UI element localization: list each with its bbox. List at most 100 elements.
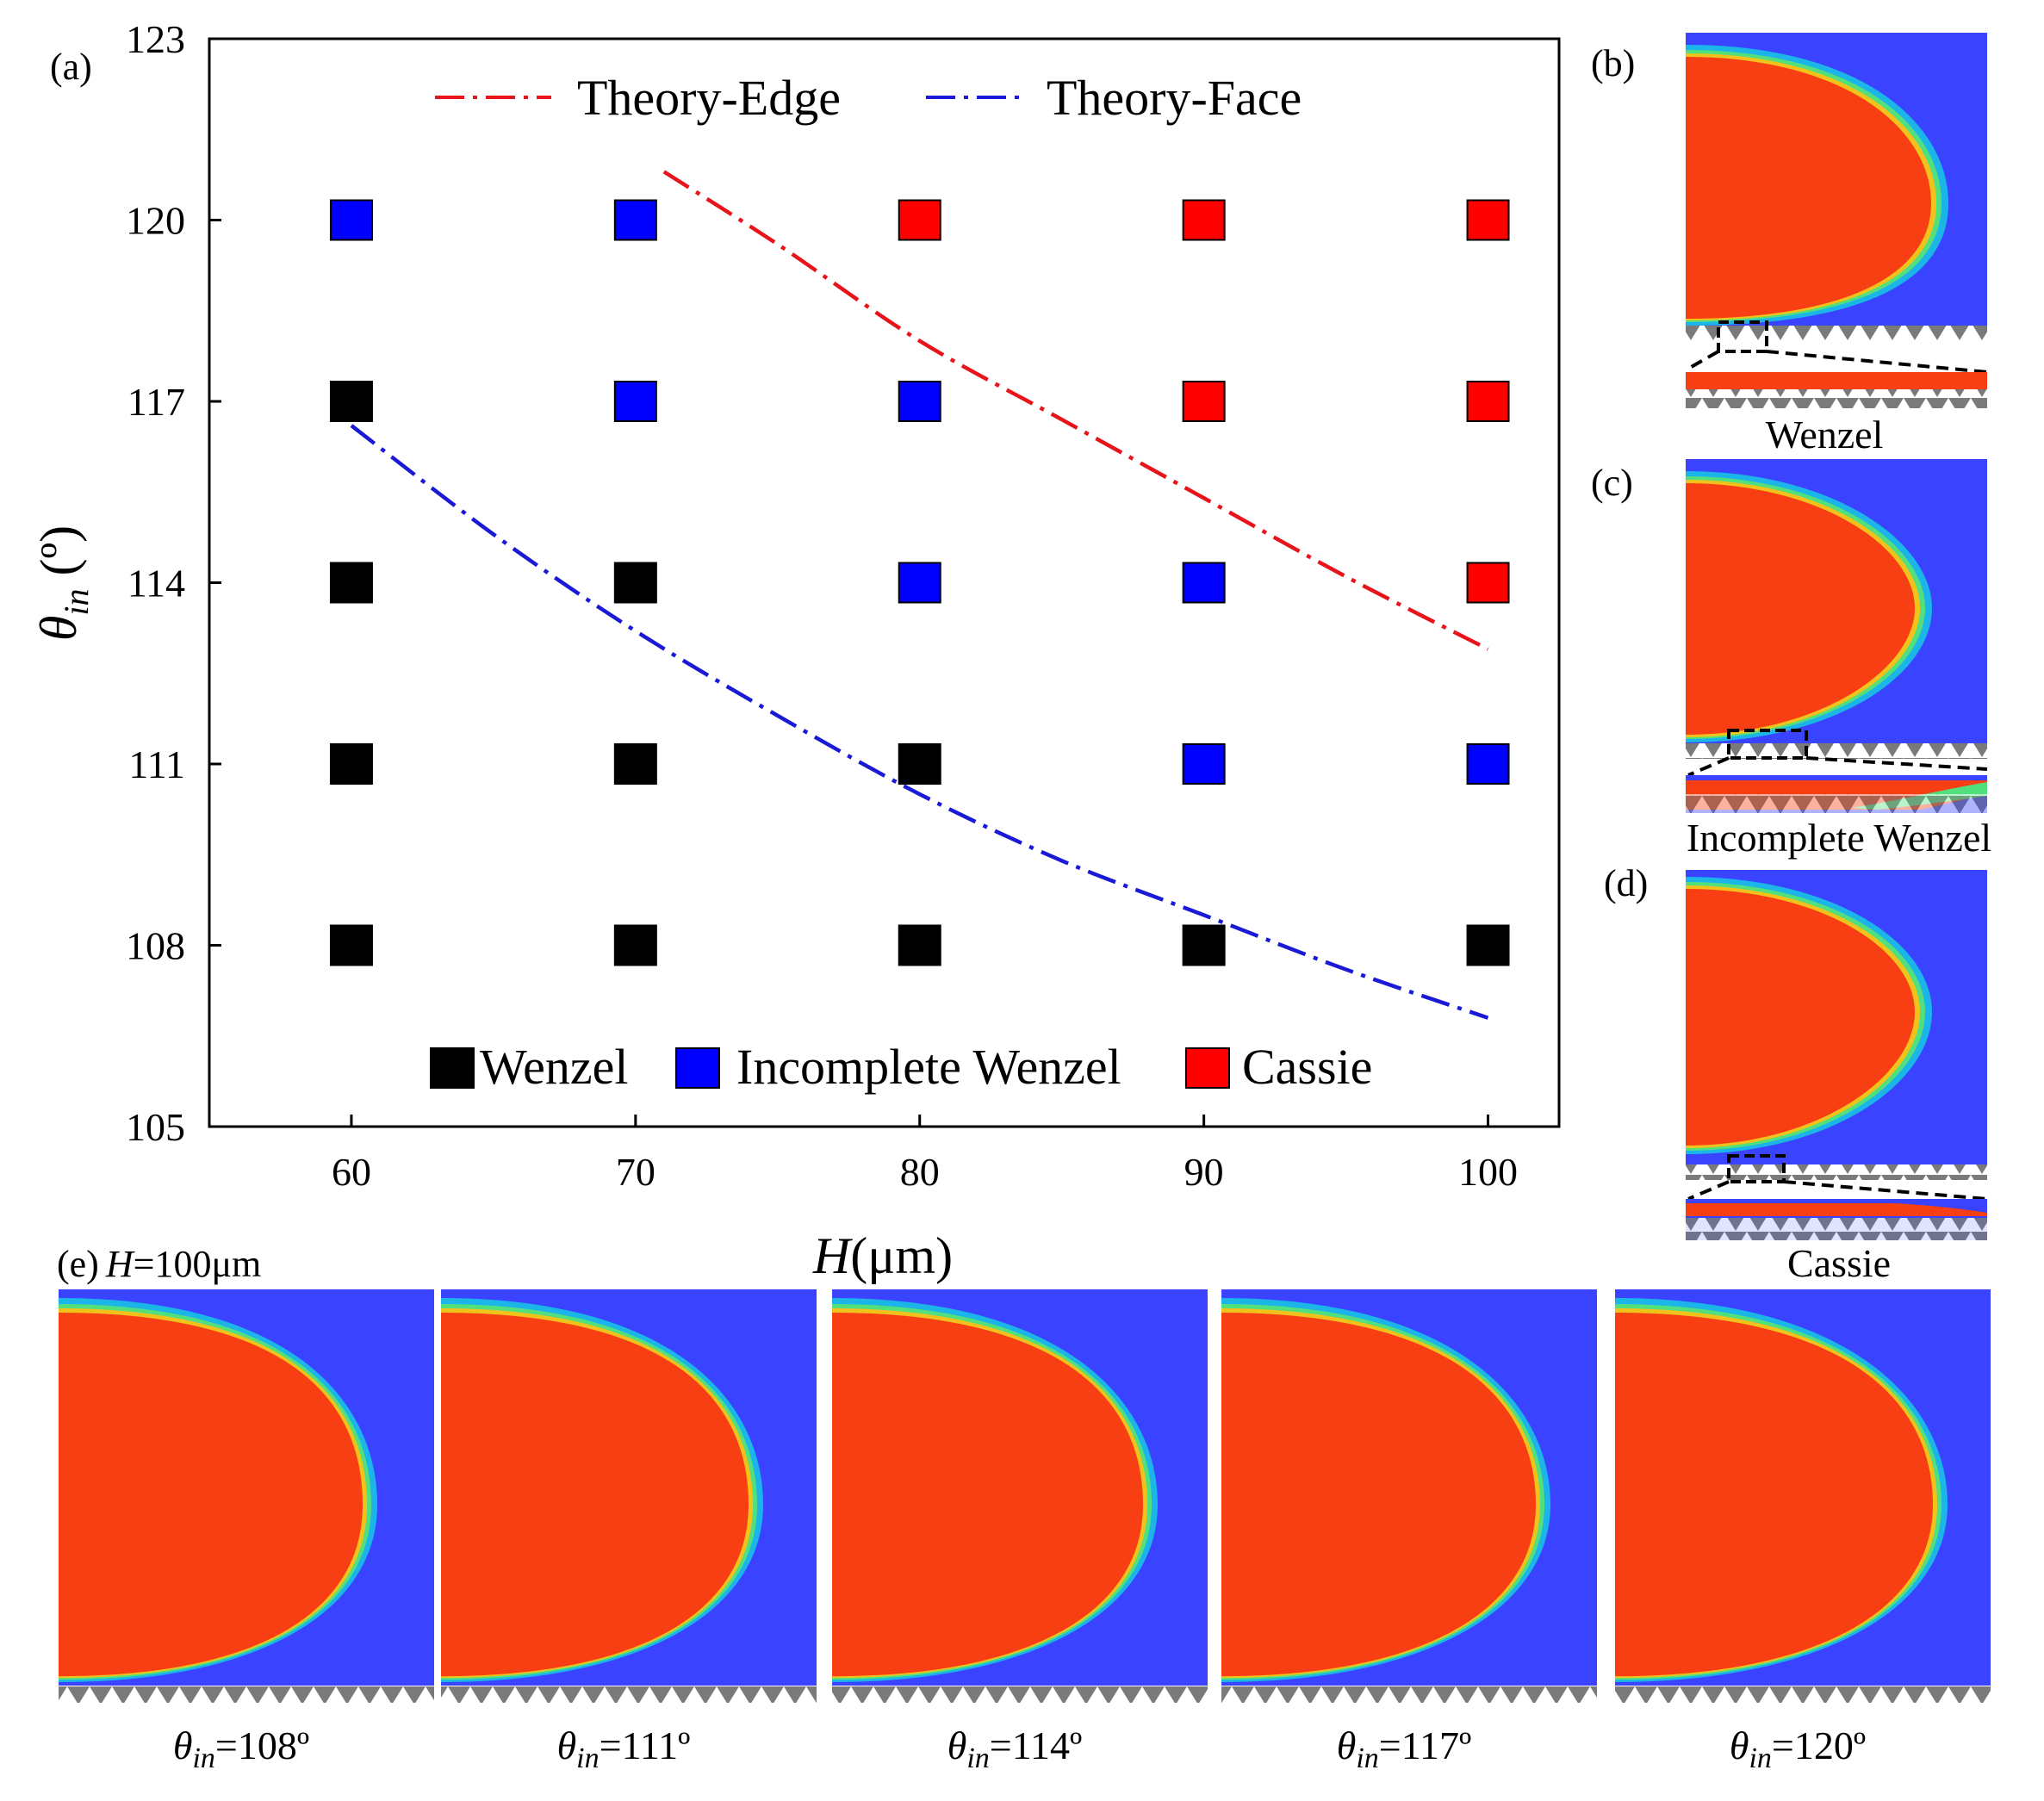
- point-wenzel: [329, 743, 373, 785]
- bottom-panel-e: (e) H=100μm θin=108º θin=111º θin=114º θin=1…: [57, 1243, 1991, 1774]
- y-tick-label: 114: [127, 562, 185, 606]
- zoom-box-d: [1727, 1154, 1786, 1183]
- zoom-substrate-d: [1686, 1218, 1987, 1240]
- frames-e: θin=108º θin=111º θin=114º θin=117º θin=120º: [59, 1289, 1991, 1774]
- point-incomplete-wenzel: [613, 199, 657, 241]
- zoom-liquid-d: [1686, 1203, 1987, 1216]
- point-incomplete-wenzel: [898, 381, 941, 422]
- panel-label-d: (d): [1604, 862, 1648, 904]
- legend-label-cassie: Cassie: [1242, 1039, 1372, 1095]
- zoom-guide-right-c: [1805, 756, 1988, 771]
- droplet-b: [1686, 45, 1948, 326]
- zoom-guide-left-d: [1687, 1180, 1730, 1201]
- data-points: [329, 199, 1510, 966]
- point-cassie: [1182, 381, 1226, 422]
- sim-frame: θin=120º: [1615, 1289, 1991, 1774]
- zoom-guide-right-d: [1783, 1180, 1988, 1201]
- droplet-c: [1686, 471, 1932, 742]
- legend-lines: Theory-Edge Theory-Face: [435, 70, 1302, 126]
- panel-label-a: (a): [50, 46, 92, 88]
- point-cassie: [1466, 562, 1510, 604]
- sim-frame: θin=114º: [832, 1289, 1208, 1774]
- point-cassie: [898, 199, 941, 241]
- y-axis: 105 108 111 114 117 120 123: [126, 17, 221, 1149]
- point-wenzel: [1182, 924, 1226, 966]
- point-incomplete-wenzel: [329, 199, 373, 241]
- y-tick-label: 123: [126, 17, 185, 61]
- series-line-theory-edge: [662, 170, 1489, 651]
- droplet-layer: [59, 1313, 363, 1677]
- y-tick-label: 108: [126, 924, 185, 968]
- point-incomplete-wenzel: [613, 381, 657, 422]
- substrate: [832, 1686, 1208, 1703]
- point-wenzel: [329, 924, 373, 966]
- zoom-substrate-b: [1686, 389, 1987, 408]
- substrate-c: [1686, 743, 1987, 759]
- substrate: [1221, 1686, 1597, 1703]
- sim-frame: θin=117º: [1221, 1289, 1597, 1774]
- droplet-layer: [832, 1313, 1143, 1677]
- zoom-guide-left-c: [1687, 756, 1730, 777]
- legend-marker-incomplete: [675, 1047, 720, 1089]
- x-tick-label: 100: [1458, 1150, 1518, 1194]
- caption-b: Wenzel: [1766, 413, 1884, 456]
- droplet-layer: [1221, 1313, 1536, 1677]
- side-panel-c: (c) Incomplete Wenzel: [1591, 459, 1991, 860]
- substrate: [59, 1686, 434, 1703]
- y-tick-label: 117: [127, 380, 185, 424]
- legend-label-wenzel: Wenzel: [480, 1039, 628, 1095]
- point-wenzel: [1466, 924, 1510, 966]
- point-wenzel: [613, 562, 657, 604]
- substrate-b: [1686, 326, 1987, 341]
- zoom-guide-right-b: [1766, 350, 1988, 374]
- point-cassie: [1466, 199, 1510, 241]
- side-panel-b: (b) Wenzel: [1591, 33, 1988, 456]
- sim-frame: θin=111º: [441, 1289, 817, 1774]
- theory-lines: [350, 170, 1489, 1020]
- point-wenzel: [329, 562, 373, 604]
- x-tick-label: 70: [616, 1150, 655, 1194]
- x-axis-title: H(μm): [812, 1227, 953, 1284]
- x-axis: 60 70 80 90 100: [332, 1115, 1518, 1194]
- droplet-layer: [441, 1313, 749, 1677]
- y-tick-label: 105: [126, 1105, 185, 1149]
- point-wenzel: [898, 743, 941, 785]
- legend-marker-cassie: [1185, 1047, 1230, 1089]
- legend-label-incomplete: Incomplete Wenzel: [736, 1039, 1121, 1095]
- point-wenzel: [613, 924, 657, 966]
- caption-d: Cassie: [1787, 1241, 1891, 1285]
- panel-label-e: (e) H=100μm: [57, 1243, 261, 1285]
- legend-label-edge: Theory-Edge: [577, 70, 841, 126]
- side-panel-d: (d) Cassie: [1604, 862, 1988, 1285]
- x-tick-label: 90: [1184, 1150, 1224, 1194]
- zoom-guide-left-b: [1687, 350, 1719, 370]
- sim-frame: θin=108º: [59, 1289, 434, 1774]
- point-cassie: [1466, 381, 1510, 422]
- point-incomplete-wenzel: [898, 562, 941, 604]
- angle-caption: θin=120º: [1730, 1723, 1866, 1774]
- substrate: [1615, 1686, 1991, 1703]
- y-axis-title: θin (º): [30, 525, 96, 641]
- legend-marker-wenzel: [430, 1047, 475, 1089]
- point-incomplete-wenzel: [1466, 743, 1510, 785]
- y-tick-label: 120: [126, 199, 185, 243]
- point-cassie: [1182, 199, 1226, 241]
- angle-caption: θin=117º: [1337, 1723, 1472, 1774]
- panel-label-b: (b): [1591, 42, 1635, 84]
- panel-label-c: (c): [1591, 462, 1633, 504]
- zoom-box-c: [1727, 729, 1808, 760]
- point-wenzel: [329, 381, 373, 422]
- plot-frame: [208, 37, 1561, 1128]
- chart-panel-a: (a) 105 108 111 114 117 120 123 60 70 80 90 100 Th…: [30, 17, 1561, 1284]
- caption-c: Incomplete Wenzel: [1687, 816, 1991, 860]
- substrate-d: [1686, 1164, 1987, 1180]
- x-tick-label: 80: [900, 1150, 940, 1194]
- legend-markers: Wenzel Incomplete Wenzel Cassie: [430, 1039, 1372, 1095]
- zoom-box-b: [1717, 320, 1768, 353]
- x-tick-label: 60: [332, 1150, 371, 1194]
- angle-caption: θin=111º: [557, 1723, 691, 1774]
- point-wenzel: [613, 743, 657, 785]
- point-wenzel: [898, 924, 941, 966]
- legend-label-face: Theory-Face: [1047, 70, 1302, 126]
